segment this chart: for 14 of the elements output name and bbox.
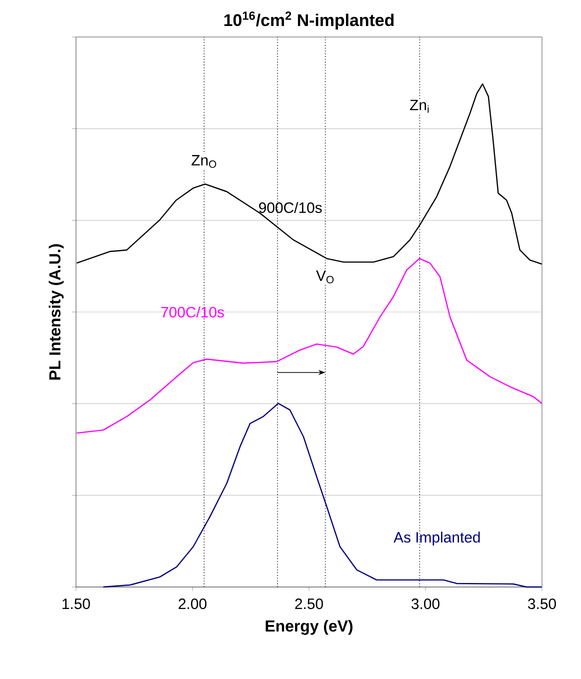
text: 700C/10s bbox=[161, 306, 224, 318]
ref-line-label: Zn$_{O}$ bbox=[192, 155, 216, 168]
x-axis-title: Energy (eV) bbox=[266, 620, 352, 635]
y-axis-title: PL Intensity (A.U.) bbox=[48, 244, 64, 380]
x-tick-label: 3.00 bbox=[412, 598, 440, 610]
x-tick-label: 2.00 bbox=[178, 598, 206, 610]
x-tick-label: 3.50 bbox=[528, 598, 556, 610]
x-tick-label: 1.50 bbox=[62, 598, 90, 610]
x-tick-label: 2.50 bbox=[295, 598, 323, 610]
ref-line-label: V$_{O}$ bbox=[316, 270, 334, 284]
text: As Implanted bbox=[394, 532, 480, 546]
ref-line-label: Zn$_{i}$ bbox=[410, 100, 429, 113]
chart-title: 10$^{16}$/cm$^{2}$ N-implanted bbox=[224, 11, 394, 30]
series-label: 900C/10s bbox=[259, 202, 322, 213]
